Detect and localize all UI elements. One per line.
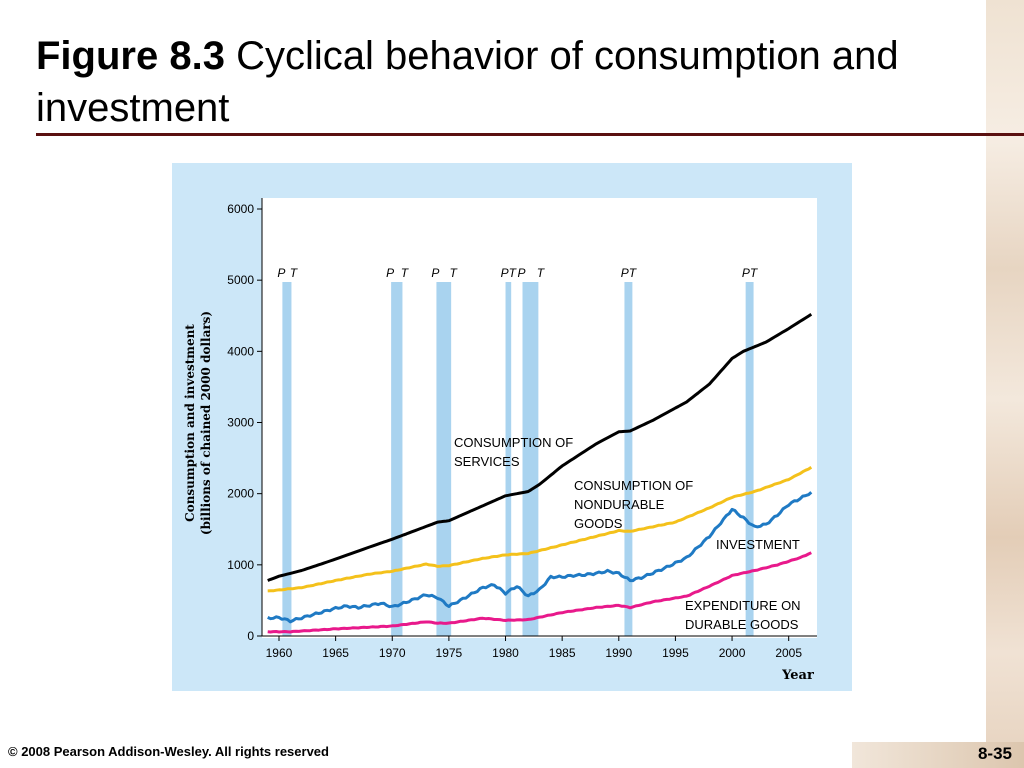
y-axis-title: Consumption and investment (billions of c… [183, 311, 213, 535]
recession-label: PT [501, 266, 518, 280]
y-tick-label: 3000 [227, 416, 254, 430]
recession-band [505, 282, 512, 636]
recession-trough-label: T [449, 266, 458, 280]
figure-caption: Cyclical behavior of consumption and inv… [36, 34, 899, 130]
recession-band [391, 282, 403, 636]
recession-band [436, 282, 452, 636]
recession-label: PT [621, 266, 638, 280]
series-line [267, 491, 813, 624]
footer-band [852, 742, 1024, 768]
recession-peak-label: P [277, 266, 285, 280]
plot-area [262, 198, 817, 638]
recession-band [522, 282, 539, 636]
y-tick-label: 0 [247, 629, 254, 643]
series-label: EXPENDITURE ON DURABLE GOODS [685, 598, 801, 632]
y-axis-title-line: (billions of chained 2000 dollars) [199, 311, 213, 535]
series-label-line: SERVICES [454, 454, 520, 469]
series-label-line: GOODS [574, 516, 623, 531]
x-tick-label: 2005 [775, 646, 802, 660]
series-label-line: NONDURABLE [574, 497, 665, 512]
x-tick-label: 1960 [266, 646, 293, 660]
x-tick-label: 2000 [719, 646, 746, 660]
series-label-line: INVESTMENT [716, 537, 800, 552]
recession-trough-label: T [537, 266, 546, 280]
recession-band [282, 282, 292, 636]
recession-trough-label: T [290, 266, 299, 280]
recession-label: PT [742, 266, 759, 280]
chart-panel: P T P T P T PT P T PT PT 0 1000 2000 3000 4000 5000 6000… [172, 163, 852, 691]
title-divider [36, 133, 1024, 136]
series-label: CONSUMPTION OF SERVICES [454, 435, 573, 469]
x-tick-label: 1970 [379, 646, 406, 660]
recession-band [745, 282, 754, 636]
series-label-line: CONSUMPTION OF [574, 478, 693, 493]
y-tick-label: 2000 [227, 487, 254, 501]
recession-band [624, 282, 633, 636]
series-line [267, 551, 812, 634]
page-number: 8-35 [977, 744, 1012, 763]
series-line [267, 313, 813, 582]
series-label-line: EXPENDITURE ON [685, 598, 801, 613]
x-tick-label: 1975 [436, 646, 463, 660]
x-tick-label: 1965 [322, 646, 349, 660]
x-tick-label: 1990 [605, 646, 632, 660]
consumption-investment-chart: P T P T P T PT P T PT PT 0100020003000400050006000… [183, 198, 817, 683]
series-label: INVESTMENT [716, 537, 800, 552]
y-tick-label: 6000 [227, 202, 254, 216]
recession-peak-label: P [386, 266, 394, 280]
series-label-line: CONSUMPTION OF [454, 435, 573, 450]
figure-number: Figure 8.3 [36, 34, 225, 78]
y-axis-title-line: Consumption and investment [183, 324, 197, 522]
recession-peak-label: P [431, 266, 439, 280]
series-label-line: DURABLE GOODS [685, 617, 799, 632]
decorative-texture [986, 0, 1024, 768]
x-tick-label: 1995 [662, 646, 689, 660]
y-tick-label: 1000 [227, 558, 254, 572]
recession-peak-label: P [518, 266, 526, 280]
slide-title: Figure 8.3 Cyclical behavior of consumpt… [36, 30, 976, 134]
y-tick-label: 4000 [227, 344, 254, 358]
y-tick-label: 5000 [227, 273, 254, 287]
x-tick-label: 1980 [492, 646, 519, 660]
series-line [267, 466, 813, 593]
x-axis-title: Year [781, 668, 814, 683]
x-tick-label: 1985 [549, 646, 576, 660]
series-label: CONSUMPTION OF NONDURABLE GOODS [574, 478, 693, 531]
recession-trough-label: T [401, 266, 410, 280]
copyright-notice: © 2008 Pearson Addison-Wesley. All right… [8, 744, 329, 759]
